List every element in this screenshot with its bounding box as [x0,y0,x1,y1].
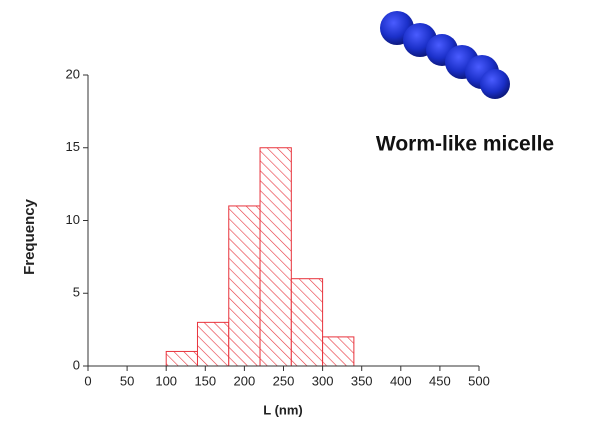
x-tick-label: 150 [194,373,216,388]
x-tick-label: 450 [429,373,451,388]
y-tick-label: 20 [66,66,80,81]
y-axis-label: Frequency [21,198,38,275]
y-tick-label: 0 [73,357,80,372]
bar [259,147,292,367]
bar [165,350,198,367]
bar [196,321,230,367]
bar [228,205,261,367]
x-tick-label: 250 [273,373,295,388]
x-tick-label: 350 [351,373,373,388]
x-axis-label: L (nm) [263,402,302,417]
x-tick-label: 200 [234,373,256,388]
bar [290,278,324,367]
y-tick-label: 10 [66,212,80,227]
x-tick-label: 400 [390,373,412,388]
x-tick-label: 100 [155,373,177,388]
x-tick-label: 300 [312,373,334,388]
x-tick-label: 50 [120,373,134,388]
y-tick-label: 15 [66,139,80,154]
annotation: Worm-like micelle [376,133,554,156]
worm-illustration [380,11,510,99]
y-tick-label: 5 [73,285,80,300]
x-tick-label: 0 [84,373,91,388]
x-tick-label: 500 [468,373,490,388]
bar [322,336,355,367]
